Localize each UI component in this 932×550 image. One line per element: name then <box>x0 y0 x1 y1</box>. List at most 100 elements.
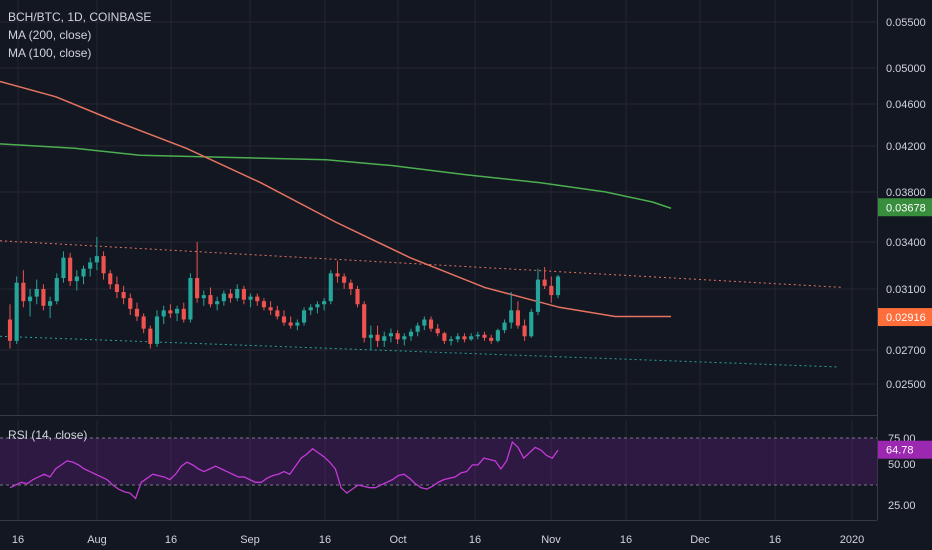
candle-body <box>61 257 66 279</box>
trendline <box>0 335 839 368</box>
candle-body <box>128 298 133 309</box>
candle-body <box>27 296 33 302</box>
time-tick-label: Oct <box>389 534 406 546</box>
candle-body <box>154 316 160 344</box>
price-tick-label: 0.05500 <box>886 17 926 29</box>
candle-body <box>208 295 213 305</box>
candle-body <box>402 336 407 340</box>
candle-body <box>88 262 93 269</box>
candle-body <box>348 282 353 289</box>
indicator-lines <box>0 80 844 368</box>
candle-body <box>449 339 454 341</box>
time-tick-label: Nov <box>541 534 561 546</box>
price-badge <box>878 198 932 217</box>
candle-body <box>495 330 500 341</box>
candle-body <box>74 276 79 282</box>
candle-body <box>308 307 313 311</box>
candle-body <box>455 336 460 340</box>
candle-body <box>555 276 561 296</box>
rsi-tick-label: 50.00 <box>888 459 916 471</box>
candle-body <box>288 322 293 326</box>
candle-body <box>175 308 180 314</box>
candle-body <box>529 311 534 337</box>
candle-body <box>215 301 220 305</box>
price-badge <box>878 308 932 327</box>
candle-body <box>41 289 46 306</box>
candle-body <box>482 334 487 338</box>
candle-body <box>221 293 226 302</box>
candle-body <box>121 292 126 299</box>
chart-legend: BCH/BTC, 1D, COINBASE MA (200, close) MA… <box>8 8 151 62</box>
candle-body <box>428 319 434 329</box>
candle-body <box>48 301 53 306</box>
rsi-value-label: 64.78 <box>886 445 914 457</box>
price-tick-label: 0.04200 <box>886 141 926 153</box>
time-tick-label: 16 <box>469 534 481 546</box>
candle-body <box>268 307 273 311</box>
candle-body <box>502 322 507 331</box>
price-tick-label: 0.02700 <box>886 345 926 357</box>
candle-body <box>335 273 340 277</box>
price-tick-label: 0.04600 <box>886 99 926 111</box>
candle-body <box>415 325 420 332</box>
rsi-band <box>0 438 877 485</box>
time-tick-label: 16 <box>769 534 781 546</box>
candle-body <box>54 278 59 302</box>
ma100-label[interactable]: MA (100, close) <box>8 46 92 60</box>
candle-body <box>542 279 547 286</box>
ma100-line <box>0 80 672 318</box>
rsi-line <box>9 440 559 500</box>
grid <box>0 0 878 521</box>
candle-body <box>328 273 333 302</box>
candle-body <box>442 333 447 341</box>
candle-body <box>469 336 474 340</box>
price-tick-label: 0.02500 <box>886 379 926 391</box>
candle-body <box>34 289 39 297</box>
candle-body <box>101 256 106 274</box>
time-tick-label: Aug <box>87 534 107 546</box>
price-badge-label: 0.03678 <box>886 202 926 214</box>
time-tick-label: 16 <box>165 534 177 546</box>
ma200-line <box>0 143 672 209</box>
candle-body <box>408 331 414 337</box>
candle-body <box>235 289 240 299</box>
time-tick-label: 16 <box>12 534 24 546</box>
price-badge-label: 0.02916 <box>886 312 926 324</box>
candle-body <box>141 316 146 329</box>
rsi-value-badge <box>878 440 932 459</box>
candle-body <box>342 276 347 283</box>
candle-body <box>322 301 327 305</box>
candle-body <box>362 304 367 338</box>
candlesticks <box>7 237 561 350</box>
candle-body <box>81 268 86 277</box>
candle-body <box>161 310 166 317</box>
candle-body <box>21 282 26 302</box>
time-tick-label: Dec <box>690 534 710 546</box>
candle-body <box>94 256 99 263</box>
candle-body <box>295 322 300 326</box>
candle-body <box>134 308 140 317</box>
price-tick-label: 0.05000 <box>886 63 926 75</box>
candle-body <box>368 334 373 338</box>
price-tick-label: 0.03100 <box>886 284 926 296</box>
time-tick-label: Sep <box>240 534 260 546</box>
candle-body <box>315 304 320 308</box>
candle-body <box>375 334 380 341</box>
candle-body <box>148 328 153 344</box>
symbol-title[interactable]: BCH/BTC, 1D, COINBASE <box>8 10 152 24</box>
candle-body <box>228 293 233 299</box>
price-tick-label: 0.03800 <box>886 187 926 199</box>
time-tick-label: 16 <box>620 534 632 546</box>
rsi-tick-label: 25.00 <box>888 500 916 512</box>
rsi-label[interactable]: RSI (14, close) <box>8 428 88 442</box>
candle-body <box>515 310 520 326</box>
candle-body <box>535 279 541 312</box>
candle-body <box>201 295 206 299</box>
candle-body <box>114 284 119 293</box>
price-tick-label: 0.03400 <box>886 237 926 249</box>
candle-body <box>14 282 19 341</box>
ma200-label[interactable]: MA (200, close) <box>8 28 92 42</box>
candle-body <box>7 319 13 341</box>
time-tick-label: 16 <box>319 534 331 546</box>
